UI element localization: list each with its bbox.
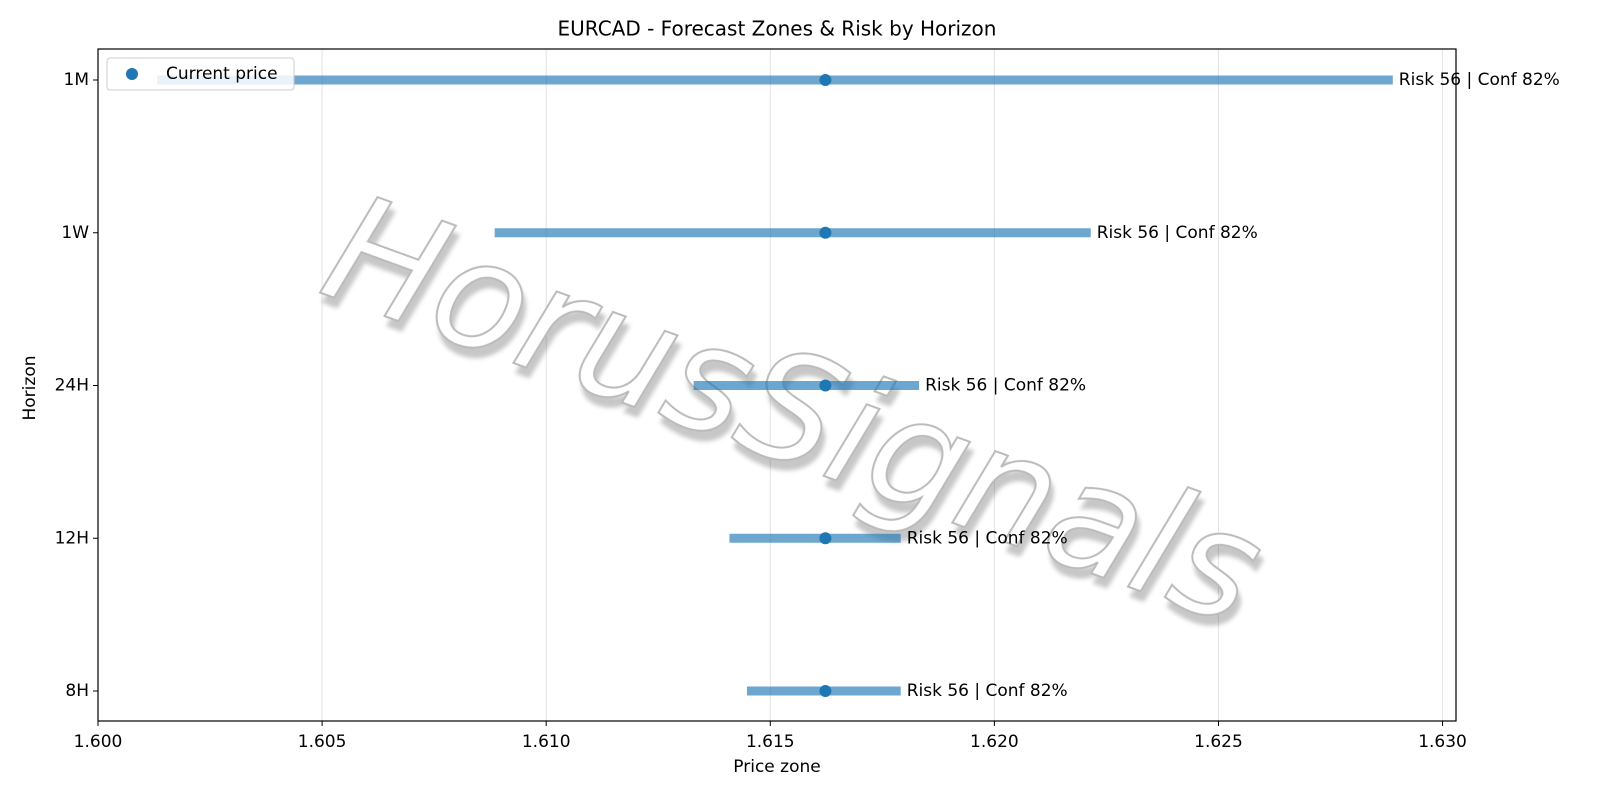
legend-marker [126,68,138,80]
zone-annotation: Risk 56 | Conf 82% [1399,70,1560,90]
x-tick-label: 1.625 [1194,732,1243,752]
x-tick-label: 1.615 [746,732,795,752]
y-axis-label: Horizon [20,356,40,421]
current-price [819,74,832,86]
zone-annotation: Risk 56 | Conf 82% [925,376,1086,396]
plot-area: Risk 56 | Conf 82% Risk 56 | Conf 82% Risk… [157,70,1560,701]
current-price [819,532,832,545]
y-tick-label: 1W [61,223,89,243]
current-price [819,226,832,239]
y-tick-label: 1M [64,70,89,90]
y-tick-label: 12H [55,528,89,548]
current-price [819,379,832,392]
x-tick-label: 1.605 [298,732,347,752]
legend: Current price [106,57,295,91]
x-tick-label: 1.600 [74,732,123,752]
x-tick-label: 1.620 [970,732,1019,752]
zone-annotation: Risk 56 | Conf 82% [907,681,1068,701]
y-tick-label: 8H [65,681,89,701]
chart-title: EURCAD - Forecast Zones & Risk by Horizo… [558,17,997,41]
zone-annotation: Risk 56 | Conf 82% [907,528,1068,548]
grid: 1.600 1.605 1.610 1.615 1.620 1.625 1.630 8H 12H… [55,49,1467,752]
x-tick-label: 1.630 [1418,732,1467,752]
plot-frame [97,48,1457,722]
x-axis-label: Price zone [733,757,820,777]
zone-annotation: Risk 56 | Conf 82% [1097,223,1258,243]
y-tick-label: 24H [55,376,89,396]
x-tick-label: 1.610 [522,732,571,752]
legend-box [106,57,295,91]
legend-label: Current price [166,64,278,84]
current-price [819,685,832,697]
